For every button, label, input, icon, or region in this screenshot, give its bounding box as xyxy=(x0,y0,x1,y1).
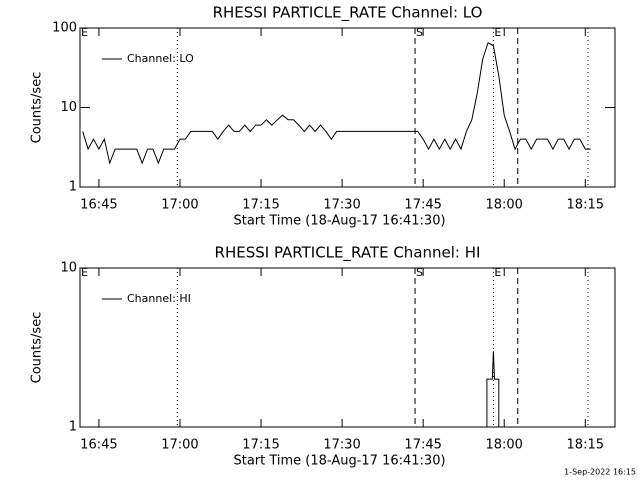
legend-label: Channel: HI xyxy=(127,292,191,305)
data-line xyxy=(82,351,591,428)
x-tick-label: 18:00 xyxy=(485,198,522,213)
y-axis-label: Counts/sec xyxy=(30,312,45,384)
x-tick-label: 16:45 xyxy=(80,198,117,213)
data-line xyxy=(82,42,591,165)
x-tick-label: 17:00 xyxy=(161,198,198,213)
x-tick-label: 17:15 xyxy=(242,438,279,453)
event-label: S xyxy=(416,26,423,39)
event-label: E xyxy=(494,266,501,279)
y-tick-label: 1 xyxy=(69,180,77,195)
x-tick-label: 17:00 xyxy=(161,438,198,453)
chart-title: RHESSI PARTICLE_RATE Channel: HI xyxy=(215,244,481,263)
x-tick-label: 17:15 xyxy=(242,198,279,213)
x-tick-label: 18:00 xyxy=(485,438,522,453)
legend-label: Channel: LO xyxy=(127,52,194,65)
y-tick-label: 10 xyxy=(60,100,77,115)
y-tick-label: 10 xyxy=(60,261,77,276)
x-tick-label: 17:45 xyxy=(404,438,441,453)
x-tick-label: 18:15 xyxy=(567,438,604,453)
y-tick-label: 1 xyxy=(69,420,77,435)
event-label: E xyxy=(494,26,501,39)
y-axis-label: Counts/sec xyxy=(30,72,45,144)
footer: 1-Sep-2022 16:15 xyxy=(564,468,636,477)
event-label: E xyxy=(81,266,88,279)
event-label: E xyxy=(81,26,88,39)
event-label: S xyxy=(416,266,423,279)
x-axis-label: Start Time (18-Aug-17 16:41:30) xyxy=(233,454,445,469)
x-tick-label: 18:15 xyxy=(567,198,604,213)
x-tick-label: 16:45 xyxy=(80,438,117,453)
x-tick-label: 17:45 xyxy=(404,198,441,213)
x-tick-label: 17:30 xyxy=(323,198,360,213)
x-axis-label: Start Time (18-Aug-17 16:41:30) xyxy=(233,214,445,229)
chart-title: RHESSI PARTICLE_RATE Channel: LO xyxy=(213,4,483,23)
x-tick-label: 17:30 xyxy=(323,438,360,453)
y-tick-label: 100 xyxy=(52,21,77,36)
